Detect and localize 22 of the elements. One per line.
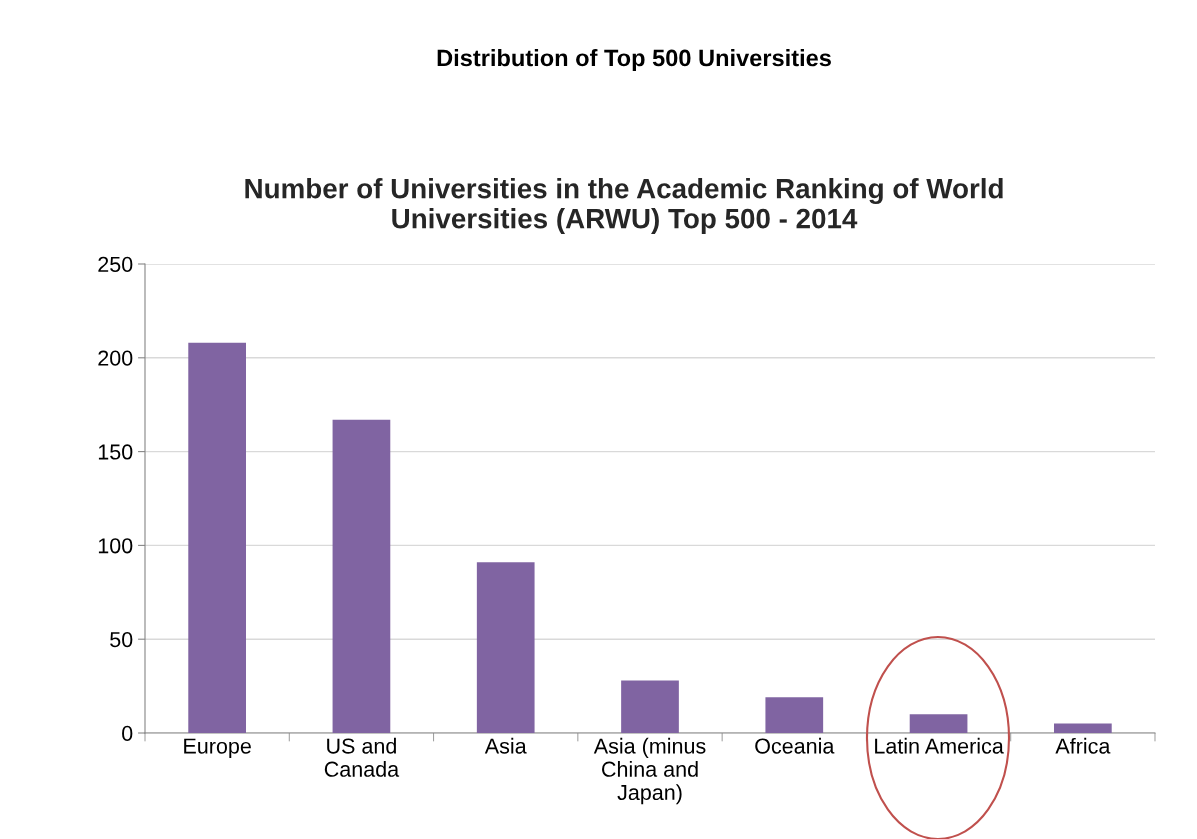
- x-tick-label: Asia: [484, 737, 527, 754]
- x-tick-label: Africa: [1055, 737, 1111, 754]
- y-tick-label: 150: [98, 444, 133, 460]
- chart-subtitle: Number of Universities in the Academic Ranking of World Universities (ARWU) Top 500 - 2014: [245, 178, 1003, 234]
- x-tick-label: Europe: [184, 738, 251, 758]
- x-tick-label: Latin America: [875, 737, 1004, 754]
- y-tick-label: 200: [98, 350, 133, 366]
- x-tick-label: Oceania: [755, 737, 835, 754]
- bar: [621, 680, 679, 733]
- bar: [476, 562, 535, 733]
- chart-title: Distribution of Top 500 Universities: [437, 49, 831, 71]
- x-tick-label: Asia (minus China and Japan): [593, 737, 706, 805]
- bar: [188, 342, 246, 733]
- bar: [332, 419, 391, 733]
- y-tick-label: 0: [122, 725, 133, 742]
- y-tick-label: 100: [98, 538, 133, 554]
- bar: [1054, 723, 1112, 733]
- x-tick-label: US and Canada: [324, 737, 400, 777]
- bar: [765, 697, 824, 733]
- y-tick-label: 50: [110, 631, 133, 648]
- bar: [909, 714, 968, 733]
- y-tick-label: 250: [98, 256, 133, 273]
